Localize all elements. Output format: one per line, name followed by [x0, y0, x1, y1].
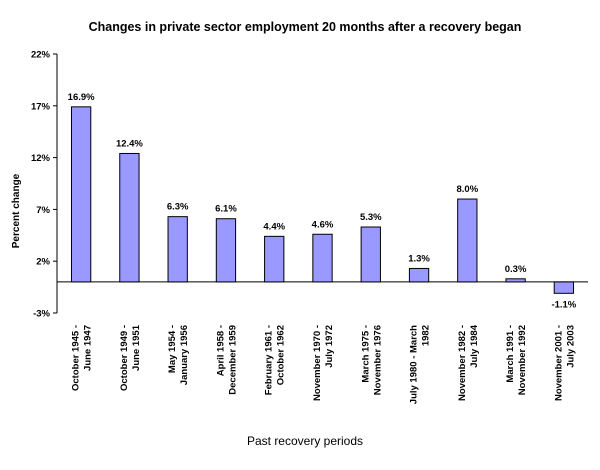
bar: [505, 278, 526, 283]
category-label-line: November 1970 -: [312, 325, 323, 401]
data-label: 6.3%: [167, 202, 189, 213]
category-label: March 1975 - November 1976: [360, 325, 383, 395]
category-label-line: March 1991 -: [505, 325, 516, 383]
category-label-line: November 2001 -: [553, 325, 564, 401]
category-label-line: 1982: [421, 325, 432, 346]
category-label: March 1991 - November 1992: [505, 325, 528, 395]
category-label-group: October 1945 - June 1947 October 1949 - Jun…: [71, 324, 577, 404]
category-label: April 1958 - December 1959: [215, 325, 238, 395]
category-label-line: January 1956: [179, 325, 190, 385]
bar: [360, 226, 381, 283]
bar: [457, 198, 478, 283]
y-tick-label: 22%: [31, 50, 51, 61]
data-label: 5.3%: [360, 212, 382, 223]
data-label: 16.9%: [68, 92, 95, 103]
y-tick-label: -3%: [33, 309, 50, 320]
category-label-line: December 1959: [227, 325, 238, 395]
category-label-line: April 1958 -: [215, 325, 226, 376]
data-label: 6.1%: [215, 204, 237, 215]
category-label-line: February 1961 -: [264, 325, 275, 395]
bar-group: [70, 106, 575, 294]
bar: [408, 267, 430, 283]
y-tick-label: 2%: [36, 257, 50, 268]
category-label-line: October 1945 -: [71, 325, 82, 391]
bar: [312, 233, 333, 283]
category-label-line: July 1980 - March: [409, 325, 420, 404]
category-label: November 2001 - July 2003: [553, 325, 576, 401]
category-label-line: July 1972: [324, 325, 335, 368]
category-label-line: June 1951: [131, 324, 142, 371]
category-label-line: July 2003: [565, 325, 576, 368]
y-tick-label: 17%: [31, 101, 51, 112]
category-label-line: May 1954 -: [167, 325, 178, 373]
data-label: 8.0%: [456, 184, 478, 195]
y-tick-label: 7%: [36, 205, 50, 216]
data-label: 0.3%: [505, 264, 527, 275]
bar: [119, 152, 140, 283]
category-label: November 1982 - July 1984: [457, 324, 480, 401]
y-axis-title: Percent change: [11, 173, 22, 248]
data-label: 12.4%: [116, 138, 143, 149]
bar: [167, 216, 188, 283]
y-tick-label-group: -3% 2% 7% 12% 17% 22%: [31, 50, 51, 320]
category-label: July 1980 - March 1982: [409, 325, 432, 404]
category-label-line: November 1976: [372, 325, 383, 395]
bar: [553, 281, 575, 294]
category-label: October 1945 - June 1947: [71, 325, 94, 391]
category-label: October 1949 - June 1951: [119, 324, 142, 391]
bar: [70, 106, 92, 283]
category-label: May 1954 - January 1956: [167, 325, 190, 385]
category-label-line: June 1947: [83, 325, 94, 371]
data-label: -1.1%: [551, 299, 576, 310]
category-label: February 1961 - October 1962: [264, 325, 287, 395]
data-label-group: 16.9% 12.4% 6.3% 6.1% 4.4% 4.6% 5.3% 1.3% 8.0% 0.…: [68, 92, 577, 310]
category-label-line: November 1992: [517, 325, 528, 395]
data-label: 1.3%: [408, 253, 430, 264]
category-label-line: July 1984: [469, 324, 480, 367]
y-tick-label: 12%: [31, 153, 51, 164]
bar: [215, 218, 237, 283]
data-label: 4.6%: [312, 219, 334, 230]
chart-title: Changes in private sector employment 20 …: [89, 20, 522, 34]
x-axis-title: Past recovery periods: [247, 434, 363, 448]
bar: [264, 235, 285, 283]
category-label-line: November 1982 -: [457, 325, 468, 401]
data-label: 4.4%: [263, 221, 285, 232]
category-label-line: March 1975 -: [360, 325, 371, 383]
category-label: November 1970 - July 1972: [312, 325, 335, 401]
category-label-line: October 1962: [276, 325, 287, 385]
category-label-line: October 1949 -: [119, 325, 130, 391]
